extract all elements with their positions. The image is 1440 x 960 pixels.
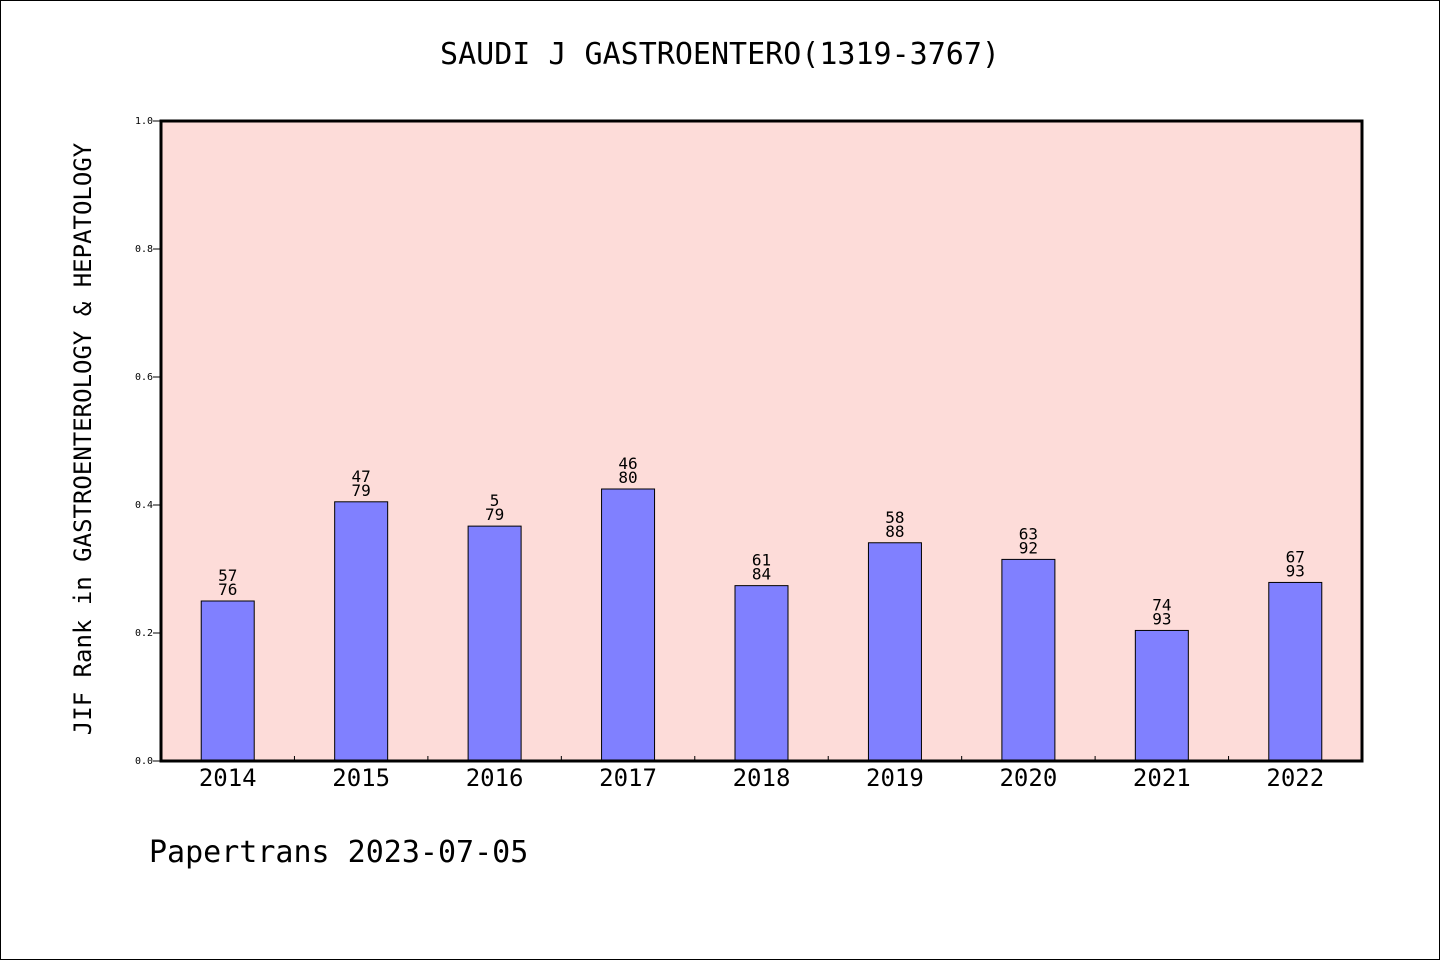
y-tick-label: 1.0 (135, 116, 153, 127)
x-tick-label: 2022 (1266, 764, 1324, 792)
bar (1001, 558, 1056, 762)
y-tick-label: 0.8 (135, 244, 153, 255)
x-tick-label: 2019 (866, 764, 924, 792)
bar-label-rank: 61 (752, 551, 771, 570)
y-tick-label: 0.4 (135, 500, 153, 511)
x-tick-label: 2020 (999, 764, 1057, 792)
bar-label-total: 76 (218, 580, 237, 599)
plot-frame (159, 119, 1364, 763)
bar (334, 501, 389, 762)
bar (200, 600, 255, 762)
bar-label-total: 92 (1019, 538, 1038, 557)
bar-label-total: 79 (352, 481, 371, 500)
x-tick-label: 2016 (466, 764, 524, 792)
y-tick-label: 0.0 (135, 756, 153, 767)
bar-label-rank: 63 (1019, 524, 1038, 543)
bar-label-rank: 57 (218, 566, 237, 585)
bar-label-total: 80 (618, 468, 637, 487)
bar-label-rank: 46 (618, 454, 637, 473)
chart-title: SAUDI J GASTROENTERO(1319-3767) (440, 37, 1000, 72)
bar-label-rank: 5 (490, 491, 500, 510)
bar-label-total: 79 (485, 505, 504, 524)
bar (1134, 629, 1189, 762)
bar-label-rank: 74 (1152, 595, 1171, 614)
bar-label-rank: 58 (885, 508, 904, 527)
y-tick-label: 0.6 (135, 372, 153, 383)
footer-credit: Papertrans 2023-07-05 (149, 835, 529, 870)
x-tick-label: 2015 (332, 764, 390, 792)
x-tick-label: 2021 (1133, 764, 1191, 792)
bar (601, 488, 656, 762)
bar-label-rank: 67 (1286, 547, 1305, 566)
bar-label-total: 93 (1152, 609, 1171, 628)
bar-label-rank: 47 (352, 467, 371, 486)
bar-label-total: 88 (885, 522, 904, 541)
y-tick-label: 0.2 (135, 628, 153, 639)
x-tick-label: 2018 (733, 764, 791, 792)
bar (1268, 581, 1323, 762)
y-axis-label: JIF Rank in GASTROENTEROLOGY & HEPATOLOG… (69, 142, 97, 735)
bar-label-total: 84 (752, 565, 771, 584)
x-tick-label: 2014 (199, 764, 257, 792)
bar (734, 585, 789, 762)
bar (867, 542, 922, 762)
bar-label-total: 93 (1286, 561, 1305, 580)
x-tick-label: 2017 (599, 764, 657, 792)
bar (467, 525, 522, 762)
